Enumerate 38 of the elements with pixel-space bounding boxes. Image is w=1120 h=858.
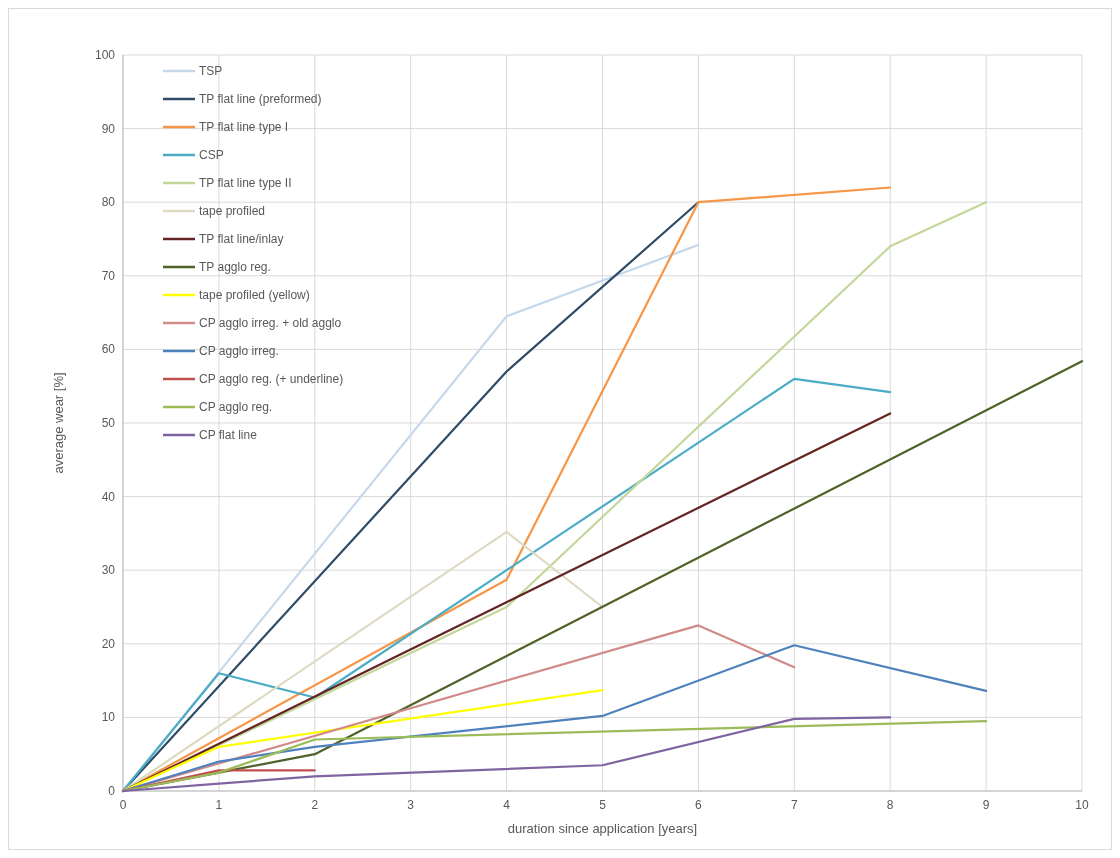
y-tick-label: 50 xyxy=(101,416,116,430)
legend-label: TP flat line type II xyxy=(199,176,292,190)
y-tick-label: 10 xyxy=(101,710,116,725)
legend-label: CSP xyxy=(199,148,224,162)
legend-label: TP flat line/inlay xyxy=(199,232,284,246)
x-tick-label: 0 xyxy=(119,798,127,812)
legend-label: tape profiled (yellow) xyxy=(199,288,310,302)
x-tick-label: 8 xyxy=(886,798,894,812)
legend-label: tape profiled xyxy=(199,204,266,218)
y-axis-title: average wear [%] xyxy=(51,372,66,474)
x-axis-title: duration since application [years] xyxy=(507,821,698,836)
y-tick-label: 80 xyxy=(101,195,116,210)
legend-label: CP agglo irreg. + old agglo xyxy=(199,316,342,330)
x-tick-label: 7 xyxy=(790,798,798,812)
y-tick-label: 90 xyxy=(101,121,116,136)
y-tick-label: 70 xyxy=(101,268,116,283)
legend-label: CP agglo reg. xyxy=(199,400,273,414)
legend-label: TP agglo reg. xyxy=(199,260,271,274)
y-tick-label: 100 xyxy=(94,48,116,62)
legend-label: CP flat line xyxy=(199,428,258,442)
x-tick-label: 2 xyxy=(311,798,319,812)
legend-label: TP flat line (preformed) xyxy=(199,92,322,106)
x-tick-label: 10 xyxy=(1075,798,1089,812)
y-tick-label: 60 xyxy=(101,342,116,357)
x-tick-label: 4 xyxy=(503,798,511,812)
x-tick-label: 9 xyxy=(982,798,990,812)
x-tick-label: 5 xyxy=(599,798,607,812)
y-tick-label: 30 xyxy=(101,563,116,578)
y-tick-label: 40 xyxy=(101,489,116,504)
legend-label: CP agglo reg. (+ underline) xyxy=(199,372,344,386)
x-tick-label: 6 xyxy=(695,798,703,812)
x-tick-label: 1 xyxy=(215,798,223,812)
y-tick-label: 20 xyxy=(101,636,116,651)
legend-label: TP flat line type I xyxy=(199,120,289,134)
legend-label: TSP xyxy=(199,64,223,78)
y-tick-label: 0 xyxy=(108,784,116,798)
legend-label: CP agglo irreg. xyxy=(199,344,279,358)
x-tick-label: 3 xyxy=(407,798,415,812)
